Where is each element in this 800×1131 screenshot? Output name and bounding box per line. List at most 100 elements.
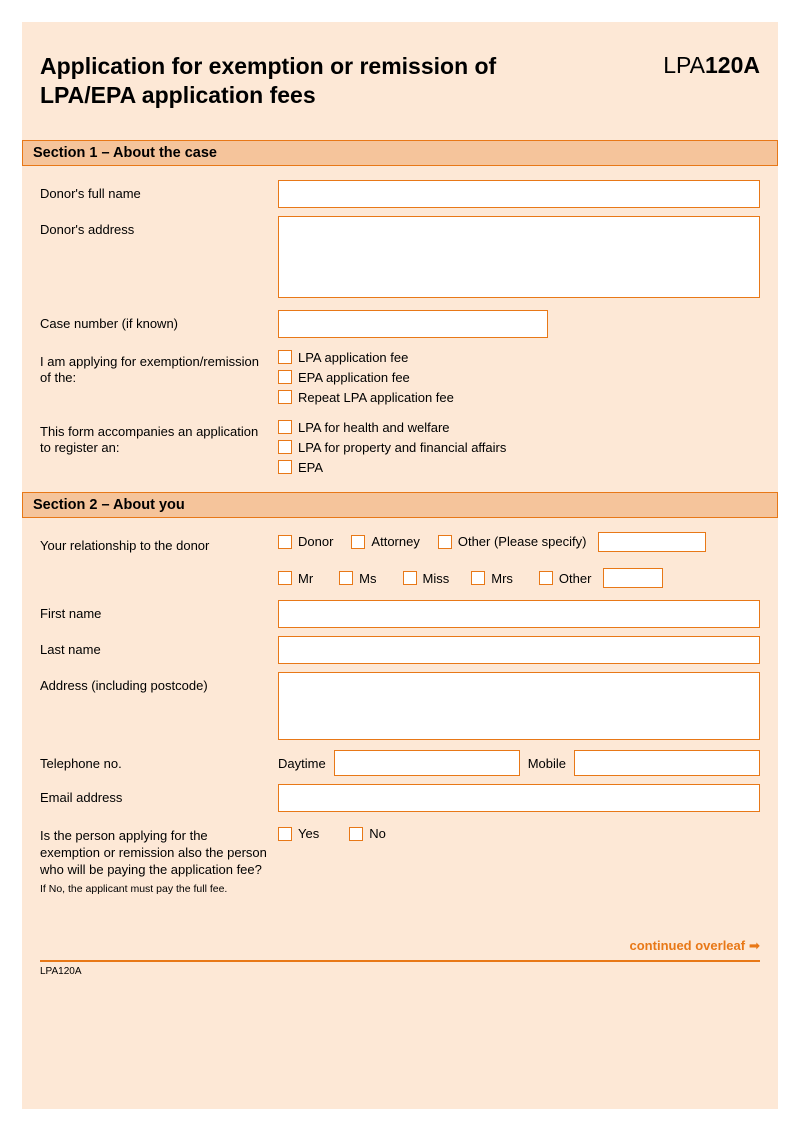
check-title-ms[interactable]: Ms <box>339 571 376 586</box>
row-relationship: Your relationship to the donor Donor Att… <box>40 532 760 555</box>
checkbox-icon <box>403 571 417 585</box>
label-last-name: Last name <box>40 636 278 659</box>
check-lpa-app-fee[interactable]: LPA application fee <box>278 350 760 365</box>
row-telephone: Telephone no. Daytime Mobile <box>40 750 760 776</box>
label-daytime: Daytime <box>278 756 326 771</box>
code-prefix: LPA <box>663 52 705 78</box>
checkbox-icon <box>339 571 353 585</box>
form-code: LPA120A <box>663 52 760 79</box>
checkbox-icon <box>278 350 292 364</box>
check-no[interactable]: No <box>349 826 386 841</box>
check-epa[interactable]: EPA <box>278 460 760 475</box>
correspondent-note: If No, the applicant must pay the full f… <box>40 879 268 896</box>
label-address: Address (including postcode) <box>40 672 278 695</box>
check-yes[interactable]: Yes <box>278 826 319 841</box>
row-donor-address: Donor's address <box>40 216 760 298</box>
input-email[interactable] <box>278 784 760 812</box>
section-2-body: Your relationship to the donor Donor Att… <box>0 518 800 909</box>
label-case-number: Case number (if known) <box>40 310 278 333</box>
row-address: Address (including postcode) <box>40 672 760 740</box>
label-donor-address: Donor's address <box>40 216 278 239</box>
row-title: Mr Ms Miss Mrs Other <box>40 568 760 588</box>
check-label: Yes <box>298 826 319 841</box>
check-label: Donor <box>298 534 333 549</box>
input-address[interactable] <box>278 672 760 740</box>
input-last-name[interactable] <box>278 636 760 664</box>
footer-code: LPA120A <box>0 962 800 977</box>
checkbox-icon <box>278 370 292 384</box>
check-label: LPA application fee <box>298 350 408 365</box>
label-email: Email address <box>40 784 278 807</box>
check-label: LPA for health and welfare <box>298 420 450 435</box>
check-label: Attorney <box>371 534 419 549</box>
checkbox-icon <box>278 390 292 404</box>
input-case-number[interactable] <box>278 310 548 338</box>
row-case-number: Case number (if known) <box>40 310 760 338</box>
checkbox-icon <box>278 571 292 585</box>
check-label: Mrs <box>491 571 513 586</box>
input-rel-other[interactable] <box>598 532 706 552</box>
check-label: Other (Please specify) <box>458 534 587 549</box>
section-2-header: Section 2 – About you <box>22 492 778 518</box>
row-fee-type: I am applying for exemption/remission of… <box>40 348 760 410</box>
checkbox-icon <box>351 535 365 549</box>
input-donor-address[interactable] <box>278 216 760 298</box>
continued-overleaf: continued overleaf➟ <box>0 908 800 960</box>
label-title <box>40 568 278 574</box>
label-telephone: Telephone no. <box>40 750 278 773</box>
checkbox-icon <box>438 535 452 549</box>
checkbox-icon <box>471 571 485 585</box>
label-mobile: Mobile <box>528 756 566 771</box>
input-mobile-phone[interactable] <box>574 750 760 776</box>
check-label: Miss <box>423 571 450 586</box>
label-relationship: Your relationship to the donor <box>40 532 278 555</box>
input-first-name[interactable] <box>278 600 760 628</box>
check-rel-other[interactable]: Other (Please specify) <box>438 534 587 549</box>
check-label: EPA <box>298 460 323 475</box>
row-accompanies: This form accompanies an application to … <box>40 418 760 480</box>
label-correspondent-text: Is the person applying for the exemption… <box>40 828 267 877</box>
check-rel-donor[interactable]: Donor <box>278 534 333 549</box>
row-correspondent: Is the person applying for the exemption… <box>40 822 760 896</box>
check-label: Repeat LPA application fee <box>298 390 454 405</box>
section-1-header: Section 1 – About the case <box>22 140 778 166</box>
check-rel-attorney[interactable]: Attorney <box>351 534 419 549</box>
input-title-other[interactable] <box>603 568 663 588</box>
check-title-miss[interactable]: Miss <box>403 571 450 586</box>
checkbox-icon <box>278 535 292 549</box>
form-header: Application for exemption or remission o… <box>0 0 800 140</box>
check-label: LPA for property and financial affairs <box>298 440 506 455</box>
check-repeat-lpa-fee[interactable]: Repeat LPA application fee <box>278 390 760 405</box>
row-last-name: Last name <box>40 636 760 664</box>
form-page: Application for exemption or remission o… <box>0 0 800 1131</box>
input-donor-name[interactable] <box>278 180 760 208</box>
check-label: EPA application fee <box>298 370 410 385</box>
section-1-body: Donor's full name Donor's address Case n… <box>0 166 800 492</box>
check-label: Mr <box>298 571 313 586</box>
checkbox-icon <box>278 420 292 434</box>
label-applying-for: I am applying for exemption/remission of… <box>40 348 278 388</box>
checkbox-icon <box>278 827 292 841</box>
checkbox-icon <box>278 460 292 474</box>
check-lpa-pfa[interactable]: LPA for property and financial affairs <box>278 440 760 455</box>
check-label: No <box>369 826 386 841</box>
checkbox-icon <box>278 440 292 454</box>
input-daytime-phone[interactable] <box>334 750 520 776</box>
label-correspondent: Is the person applying for the exemption… <box>40 822 278 896</box>
check-title-other[interactable]: Other <box>539 571 592 586</box>
check-title-mr[interactable]: Mr <box>278 571 313 586</box>
form-title: Application for exemption or remission o… <box>40 52 540 110</box>
checkbox-icon <box>539 571 553 585</box>
label-accompanies: This form accompanies an application to … <box>40 418 278 458</box>
row-first-name: First name <box>40 600 760 628</box>
continued-label: continued overleaf <box>630 938 746 953</box>
checkbox-icon <box>349 827 363 841</box>
check-epa-app-fee[interactable]: EPA application fee <box>278 370 760 385</box>
code-suffix: 120A <box>705 52 760 78</box>
arrow-right-icon: ➟ <box>749 938 760 954</box>
check-title-mrs[interactable]: Mrs <box>471 571 513 586</box>
label-first-name: First name <box>40 600 278 623</box>
check-label: Other <box>559 571 592 586</box>
check-lpa-hw[interactable]: LPA for health and welfare <box>278 420 760 435</box>
row-email: Email address <box>40 784 760 812</box>
